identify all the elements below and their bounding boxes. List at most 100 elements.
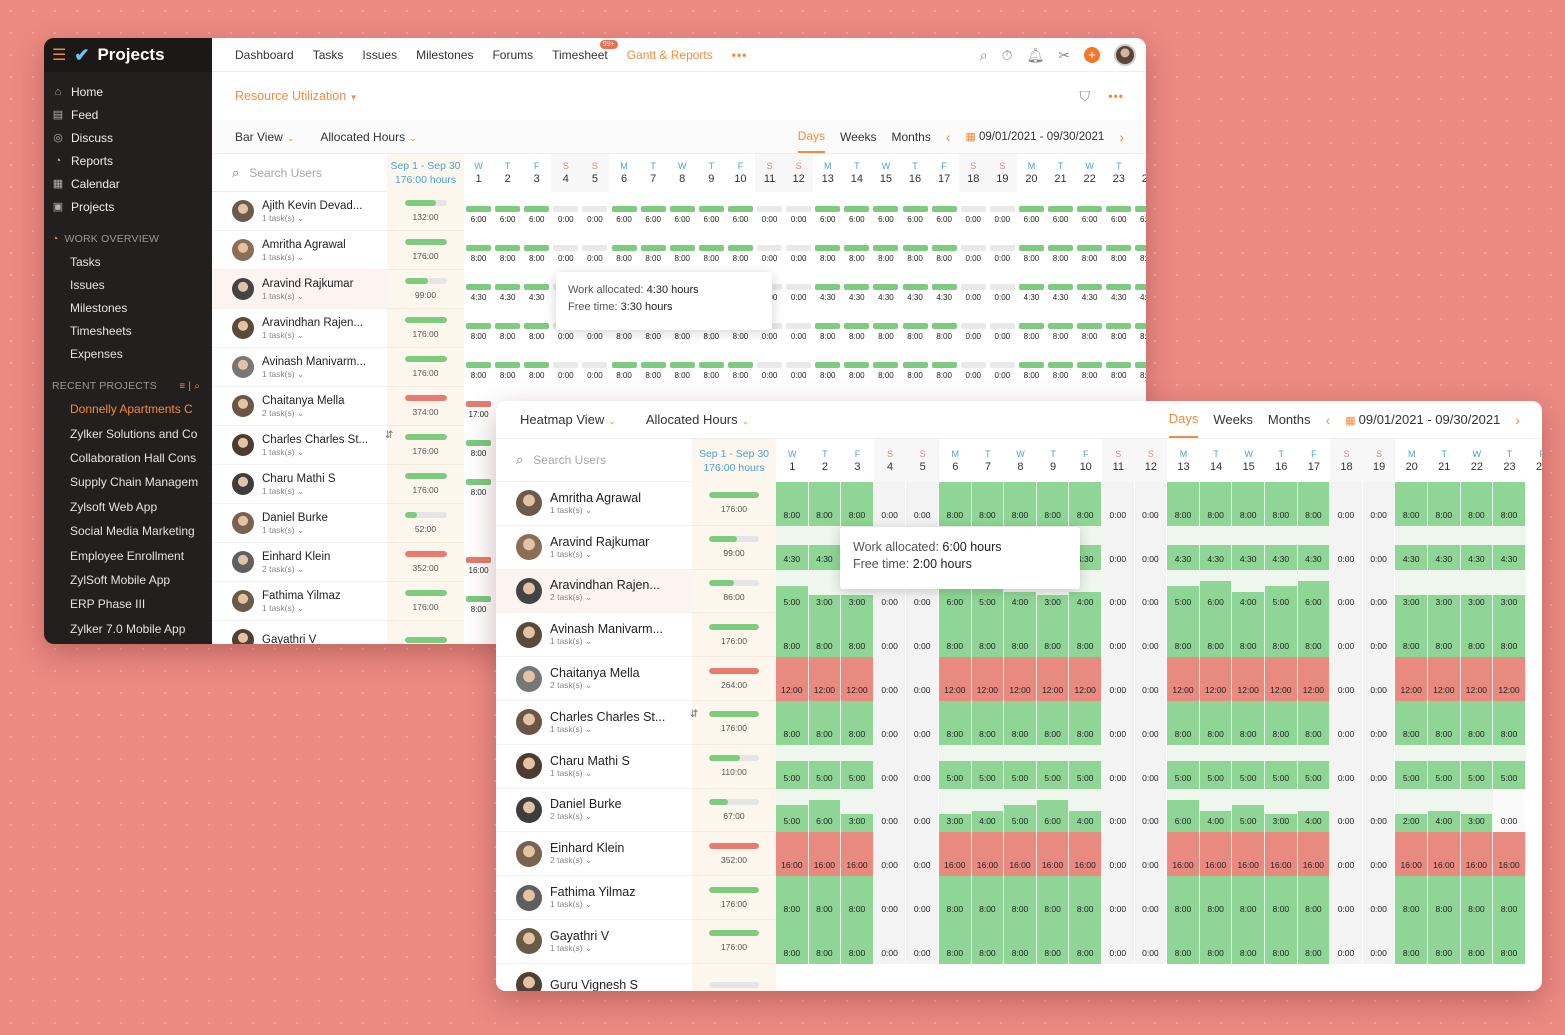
user-row[interactable]: Aravindhan Rajen... 1 task(s) ⌄ bbox=[212, 309, 387, 348]
heatmap-cell[interactable]: 8:00 bbox=[1297, 613, 1331, 658]
task-count[interactable]: 1 task(s) ⌄ bbox=[262, 329, 305, 340]
heatmap-cell[interactable]: 8:00 bbox=[1297, 876, 1331, 920]
task-count[interactable]: 1 task(s) ⌄ bbox=[550, 723, 593, 734]
metric-dropdown[interactable]: Allocated Hours ⌄ bbox=[645, 412, 750, 427]
day-allocation-cell[interactable]: 8:00 bbox=[668, 231, 697, 270]
heatmap-cell[interactable]: 8:00 bbox=[1265, 613, 1298, 658]
heatmap-cell[interactable]: 0:00 bbox=[906, 876, 939, 920]
heatmap-cell[interactable]: 8:00 bbox=[1199, 613, 1233, 658]
day-allocation-cell[interactable]: 6:00 bbox=[522, 192, 551, 231]
day-allocation-cell[interactable]: 8:00 bbox=[1017, 309, 1046, 348]
day-allocation-cell[interactable]: 8:00 bbox=[842, 231, 871, 270]
heatmap-cell[interactable]: 16:00 bbox=[1395, 832, 1428, 877]
heatmap-cell[interactable]: 6:00 bbox=[1297, 580, 1331, 614]
heatmap-cell[interactable]: 5:00 bbox=[939, 761, 972, 789]
heatmap-cell[interactable]: 8:00 bbox=[1167, 701, 1200, 745]
heatmap-cell[interactable]: 0:00 bbox=[1362, 876, 1396, 920]
day-allocation-cell[interactable]: 8:00 bbox=[1104, 231, 1133, 270]
heatmap-cell[interactable]: 5:00 bbox=[1395, 761, 1428, 789]
heatmap-cell[interactable]: 8:00 bbox=[1199, 876, 1233, 920]
tools-icon[interactable]: ✂ bbox=[1058, 46, 1070, 63]
day-allocation-cell[interactable]: 8:00 bbox=[464, 426, 493, 465]
heatmap-cell[interactable]: 5:00 bbox=[808, 761, 842, 789]
heatmap-cell[interactable]: 8:00 bbox=[1004, 876, 1037, 920]
heatmap-cell[interactable]: 5:00 bbox=[776, 586, 809, 614]
heatmap-cell[interactable]: 4:30 bbox=[1199, 544, 1233, 570]
heatmap-cell[interactable]: 8:00 bbox=[971, 701, 1005, 745]
heatmap-cell[interactable]: 12:00 bbox=[1395, 657, 1428, 701]
heatmap-cell[interactable]: 16:00 bbox=[1004, 832, 1037, 877]
heatmap-cell[interactable]: 3:00 bbox=[1460, 814, 1494, 833]
day-allocation-cell[interactable]: 6:00 bbox=[726, 192, 755, 231]
day-allocation-cell[interactable]: 8:00 bbox=[726, 348, 755, 387]
recent-project-zylsoft-web-app[interactable]: Zylsoft Web App bbox=[70, 499, 158, 514]
heatmap-cell[interactable]: 0:00 bbox=[906, 832, 939, 877]
task-count[interactable]: 2 task(s) ⌄ bbox=[550, 680, 593, 691]
heatmap-cell[interactable]: 4:00 bbox=[971, 810, 1005, 833]
heatmap-cell[interactable]: 0:00 bbox=[1362, 832, 1396, 877]
heatmap-cell[interactable]: 0:00 bbox=[1134, 832, 1168, 877]
user-row[interactable]: Guru Vignesh S bbox=[496, 963, 692, 991]
sidebar-item-expenses[interactable]: Expenses bbox=[70, 346, 123, 361]
heatmap-cell[interactable]: 12:00 bbox=[939, 657, 972, 701]
heatmap-cell[interactable]: 4:30 bbox=[1265, 544, 1298, 570]
heatmap-cell[interactable]: 0:00 bbox=[906, 920, 939, 964]
heatmap-cell[interactable]: 5:00 bbox=[1199, 761, 1233, 789]
day-allocation-cell[interactable]: 4:30 bbox=[1017, 270, 1046, 309]
report-selector[interactable]: Resource Utilization ▼ bbox=[235, 89, 358, 103]
task-count[interactable]: 1 task(s) ⌄ bbox=[262, 602, 305, 613]
metric-dropdown[interactable]: Allocated Hours ⌄ bbox=[320, 129, 417, 144]
day-allocation-cell[interactable]: 6:00 bbox=[493, 192, 522, 231]
heatmap-cell[interactable]: 5:00 bbox=[1265, 761, 1298, 789]
recent-project-zylker-7-0-mobile-app[interactable]: Zylker 7.0 Mobile App bbox=[70, 621, 186, 636]
heatmap-cell[interactable]: 8:00 bbox=[1036, 482, 1070, 526]
heatmap-cell[interactable]: 4:30 bbox=[1428, 544, 1461, 570]
heatmap-cell[interactable]: 5:00 bbox=[1167, 586, 1200, 614]
day-allocation-cell[interactable]: 8:00 bbox=[1133, 348, 1146, 387]
heatmap-cell[interactable]: 3:00 bbox=[1428, 595, 1461, 614]
heatmap-cell[interactable]: 5:00 bbox=[776, 761, 809, 789]
day-allocation-cell[interactable]: 8:00 bbox=[930, 309, 959, 348]
heatmap-cell[interactable]: 0:00 bbox=[873, 613, 907, 658]
heatmap-cell[interactable]: 8:00 bbox=[776, 876, 809, 920]
heatmap-cell[interactable]: 8:00 bbox=[1428, 482, 1461, 526]
heatmap-cell[interactable]: 8:00 bbox=[1004, 920, 1037, 964]
heatmap-cell[interactable]: 4:30 bbox=[1232, 544, 1265, 570]
heatmap-cell[interactable]: 8:00 bbox=[1036, 701, 1070, 745]
heatmap-cell[interactable]: 12:00 bbox=[1036, 657, 1070, 701]
day-allocation-cell[interactable]: 4:30 bbox=[842, 270, 871, 309]
search-users-input[interactable]: Search Users bbox=[249, 165, 322, 180]
heatmap-cell[interactable]: 0:00 bbox=[1362, 744, 1396, 789]
heatmap-cell[interactable]: 8:00 bbox=[1069, 876, 1102, 920]
view-dropdown[interactable]: Bar View ⌄ bbox=[235, 129, 295, 144]
heatmap-cell[interactable]: 8:00 bbox=[1036, 876, 1070, 920]
heatmap-cell[interactable]: 0:00 bbox=[1134, 788, 1168, 833]
day-allocation-cell[interactable]: 6:00 bbox=[1075, 192, 1104, 231]
day-allocation-cell[interactable]: 8:00 bbox=[901, 231, 930, 270]
user-row[interactable]: Chaitanya Mella 2 task(s) ⌄ bbox=[496, 657, 692, 701]
nav-issues[interactable]: Issues bbox=[362, 47, 398, 62]
recent-project-employee-enrollment[interactable]: Employee Enrollment bbox=[70, 548, 185, 563]
day-allocation-cell[interactable]: 8:00 bbox=[871, 348, 900, 387]
user-row[interactable]: Gayathri V bbox=[212, 621, 387, 644]
day-allocation-cell[interactable]: 0:00 bbox=[755, 192, 784, 231]
nav-dashboard[interactable]: Dashboard bbox=[235, 47, 294, 62]
heatmap-cell[interactable]: 12:00 bbox=[1167, 657, 1200, 701]
work-overview-header[interactable]: ◔ WORK OVERVIEW bbox=[52, 233, 160, 245]
heatmap-cell[interactable]: 12:00 bbox=[776, 657, 809, 701]
day-allocation-cell[interactable]: 6:00 bbox=[1104, 192, 1133, 231]
user-row[interactable]: Amritha Agrawal 1 task(s) ⌄ bbox=[496, 482, 692, 526]
day-allocation-cell[interactable]: 8:00 bbox=[1104, 309, 1133, 348]
heatmap-cell[interactable]: 8:00 bbox=[971, 613, 1005, 658]
day-allocation-cell[interactable]: 6:00 bbox=[842, 192, 871, 231]
day-allocation-cell[interactable]: 0:00 bbox=[580, 348, 609, 387]
day-allocation-cell[interactable]: 8:00 bbox=[1133, 231, 1146, 270]
day-allocation-cell[interactable]: 6:00 bbox=[639, 192, 668, 231]
heatmap-cell[interactable]: 3:00 bbox=[1036, 595, 1070, 614]
day-allocation-cell[interactable]: 0:00 bbox=[959, 309, 988, 348]
heatmap-cell[interactable]: 0:00 bbox=[1102, 525, 1135, 570]
sidebar-item-reports[interactable]: ◔ Reports bbox=[44, 149, 212, 172]
search-icon[interactable]: ⌕ bbox=[979, 46, 988, 63]
heatmap-cell[interactable]: 0:00 bbox=[1102, 744, 1135, 789]
heatmap-cell[interactable]: 8:00 bbox=[1493, 482, 1526, 526]
